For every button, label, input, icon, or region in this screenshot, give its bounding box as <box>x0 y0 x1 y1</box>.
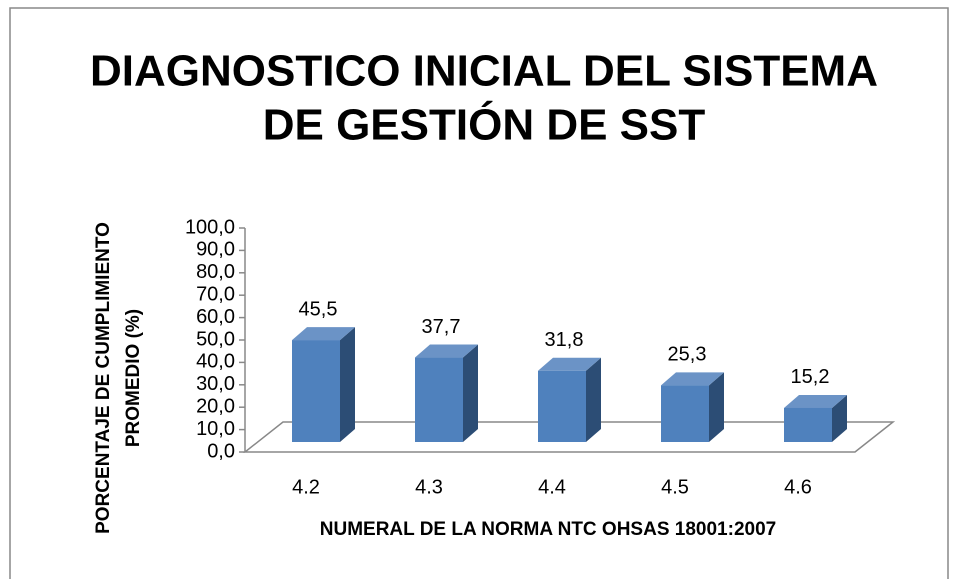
x-tick-label: 4.5 <box>661 476 689 498</box>
data-label: 15,2 <box>791 366 830 388</box>
floor <box>242 421 896 453</box>
chart-title: DE GESTIÓN DE SST <box>263 100 706 150</box>
bar <box>784 407 832 442</box>
y-tick-label: 40,0 <box>196 351 235 373</box>
x-axis-label: NUMERAL DE LA NORMA NTC OHSAS 18001:2007 <box>320 519 776 540</box>
bar-top <box>538 357 601 371</box>
y-tick-label: 60,0 <box>196 306 235 328</box>
bar-side <box>832 394 847 442</box>
chart-border <box>9 7 949 579</box>
bar-side <box>586 357 601 442</box>
data-label: 37,7 <box>422 316 461 338</box>
x-tick-label: 4.6 <box>784 476 812 498</box>
bar-top <box>415 344 478 358</box>
bar-top <box>784 394 847 408</box>
bar-side <box>340 327 355 442</box>
y-axis-label: PORCENTAJE DE CUMPLIMIENTO <box>93 222 114 534</box>
x-tick-label: 4.3 <box>415 476 443 498</box>
bar <box>661 385 709 442</box>
y-tick-label: 20,0 <box>196 395 235 417</box>
bar-top <box>292 327 355 341</box>
y-tick-label: 100,0 <box>185 216 235 238</box>
y-tick-label: 10,0 <box>196 418 235 440</box>
bar <box>538 370 586 442</box>
y-tick-label: 70,0 <box>196 283 235 305</box>
bar-side <box>709 372 724 442</box>
x-tick-label: 4.4 <box>538 476 566 498</box>
bar <box>292 340 340 442</box>
data-label: 25,3 <box>668 344 707 366</box>
bar-top <box>661 372 724 386</box>
y-tick-label: 0,0 <box>207 440 235 462</box>
y-tick-label: 90,0 <box>196 239 235 261</box>
x-tick-label: 4.2 <box>292 476 320 498</box>
y-axis-label: PROMEDIO (%) <box>123 309 144 447</box>
bar-side <box>463 344 478 442</box>
y-tick-label: 30,0 <box>196 373 235 395</box>
y-tick-label: 50,0 <box>196 328 235 350</box>
chart-title: DIAGNOSTICO INICIAL DEL SISTEMA <box>90 47 878 96</box>
y-tick-label: 80,0 <box>196 261 235 283</box>
data-label: 45,5 <box>299 298 338 320</box>
bar <box>415 357 463 442</box>
data-label: 31,8 <box>545 329 584 351</box>
